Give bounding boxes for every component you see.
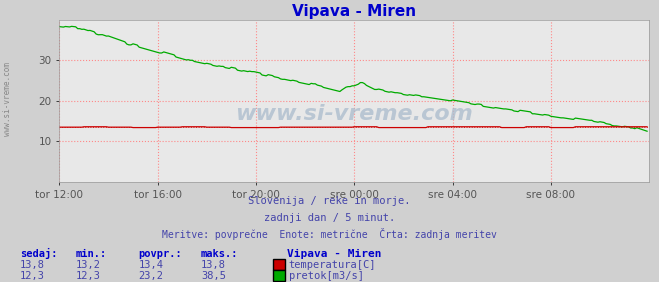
Text: 13,8: 13,8 bbox=[20, 261, 45, 270]
Text: 38,5: 38,5 bbox=[201, 271, 226, 281]
Text: Vipava - Miren: Vipava - Miren bbox=[287, 249, 381, 259]
Text: povpr.:: povpr.: bbox=[138, 249, 182, 259]
Text: Slovenija / reke in morje.: Slovenija / reke in morje. bbox=[248, 197, 411, 206]
Text: 13,8: 13,8 bbox=[201, 261, 226, 270]
Text: min.:: min.: bbox=[76, 249, 107, 259]
Text: www.si-vreme.com: www.si-vreme.com bbox=[3, 62, 13, 136]
Text: maks.:: maks.: bbox=[201, 249, 239, 259]
Text: 13,4: 13,4 bbox=[138, 261, 163, 270]
Text: sedaj:: sedaj: bbox=[20, 248, 57, 259]
Text: pretok[m3/s]: pretok[m3/s] bbox=[289, 271, 364, 281]
Text: 23,2: 23,2 bbox=[138, 271, 163, 281]
Text: 12,3: 12,3 bbox=[20, 271, 45, 281]
Text: www.si-vreme.com: www.si-vreme.com bbox=[235, 104, 473, 124]
Text: 12,3: 12,3 bbox=[76, 271, 101, 281]
Text: 13,2: 13,2 bbox=[76, 261, 101, 270]
Title: Vipava - Miren: Vipava - Miren bbox=[292, 4, 416, 19]
Text: Meritve: povprečne  Enote: metrične  Črta: zadnja meritev: Meritve: povprečne Enote: metrične Črta:… bbox=[162, 228, 497, 240]
Text: temperatura[C]: temperatura[C] bbox=[289, 261, 376, 270]
Text: zadnji dan / 5 minut.: zadnji dan / 5 minut. bbox=[264, 213, 395, 223]
